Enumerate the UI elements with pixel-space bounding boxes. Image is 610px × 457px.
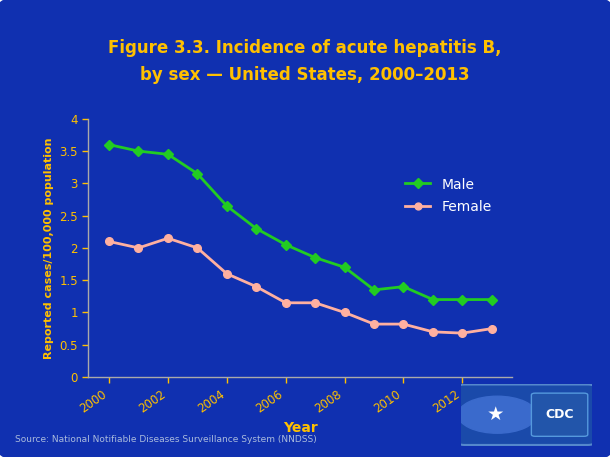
Text: CDC: CDC xyxy=(545,408,574,421)
Female xyxy=(312,300,319,306)
Female xyxy=(223,271,231,276)
Female xyxy=(370,321,378,327)
Male xyxy=(164,152,171,157)
Male xyxy=(135,149,142,154)
Female xyxy=(488,326,495,331)
Female xyxy=(106,239,113,244)
Y-axis label: Reported cases/100,000 population: Reported cases/100,000 population xyxy=(44,137,54,359)
Female xyxy=(459,330,466,336)
Circle shape xyxy=(458,396,537,433)
FancyBboxPatch shape xyxy=(458,384,594,445)
Female xyxy=(282,300,289,306)
Female xyxy=(400,321,407,327)
Text: by sex — United States, 2000–2013: by sex — United States, 2000–2013 xyxy=(140,66,470,85)
Text: Source: National Notifiable Diseases Surveillance System (NNDSS): Source: National Notifiable Diseases Sur… xyxy=(15,435,317,444)
Male xyxy=(194,171,201,176)
Female xyxy=(135,245,142,250)
Male xyxy=(488,297,495,303)
Male xyxy=(312,255,319,260)
Female xyxy=(253,284,260,289)
Line: Female: Female xyxy=(106,234,495,337)
Male xyxy=(370,287,378,292)
Male xyxy=(341,265,348,270)
X-axis label: Year: Year xyxy=(283,421,318,435)
Male xyxy=(429,297,437,303)
Legend: Male, Female: Male, Female xyxy=(400,172,497,220)
Female xyxy=(429,329,437,335)
Female xyxy=(341,310,348,315)
Male xyxy=(223,203,231,209)
FancyBboxPatch shape xyxy=(531,393,588,436)
Line: Male: Male xyxy=(106,141,495,303)
Male xyxy=(282,242,289,247)
Text: ★: ★ xyxy=(487,405,504,424)
Text: Figure 3.3. Incidence of acute hepatitis B,: Figure 3.3. Incidence of acute hepatitis… xyxy=(108,39,502,57)
Male xyxy=(459,297,466,303)
Male xyxy=(400,284,407,289)
Female xyxy=(194,245,201,250)
Male xyxy=(253,226,260,231)
Female xyxy=(164,235,171,241)
Male xyxy=(106,142,113,147)
